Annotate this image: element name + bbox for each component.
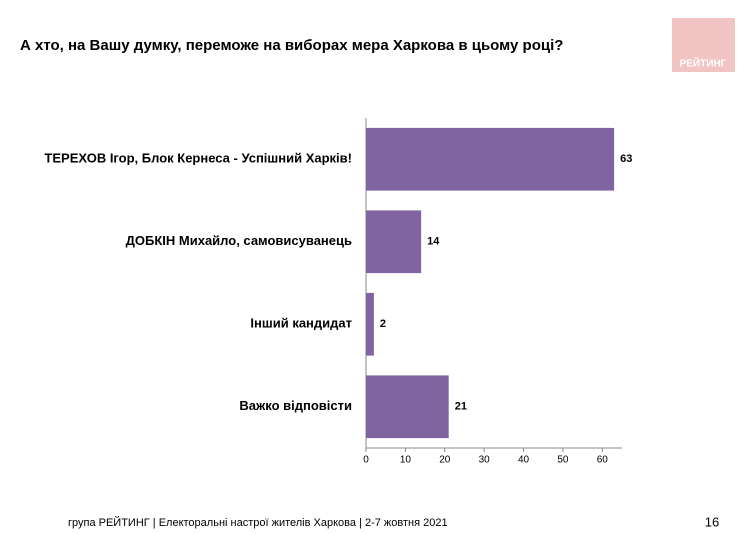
footer: група РЕЙТИНГ | Електоральні настрої жит… [68,516,448,529]
y-tick-label: ТЕРЕХОВ Ігор, Блок Кернеса - Успішний Ха… [44,151,352,166]
bar [366,292,374,356]
x-tick-label: 30 [479,455,491,466]
value-label: 2 [380,318,386,330]
y-tick-label: ДОБКІН Михайло, самовисуванець [126,233,352,248]
value-label: 14 [427,236,440,248]
x-tick-label: 20 [439,455,451,466]
x-tick-label: 0 [363,455,369,466]
chart-title: А хто, на Вашу думку, переможе на вибора… [20,37,563,54]
y-tick-label: Інший кандидат [250,316,352,331]
y-tick-label: Важко відповісти [239,398,352,413]
page-number: 16 [705,514,719,529]
logo-box [672,18,735,72]
bar [366,127,615,191]
x-tick-label: 50 [557,455,569,466]
x-tick-label: 10 [400,455,412,466]
logo-text: РЕЙТИНГ [680,57,727,70]
x-tick-label: 40 [518,455,530,466]
value-label: 21 [455,401,467,413]
bar [366,375,449,439]
x-tick-label: 60 [597,455,609,466]
value-label: 63 [620,153,632,165]
bar [366,210,422,274]
